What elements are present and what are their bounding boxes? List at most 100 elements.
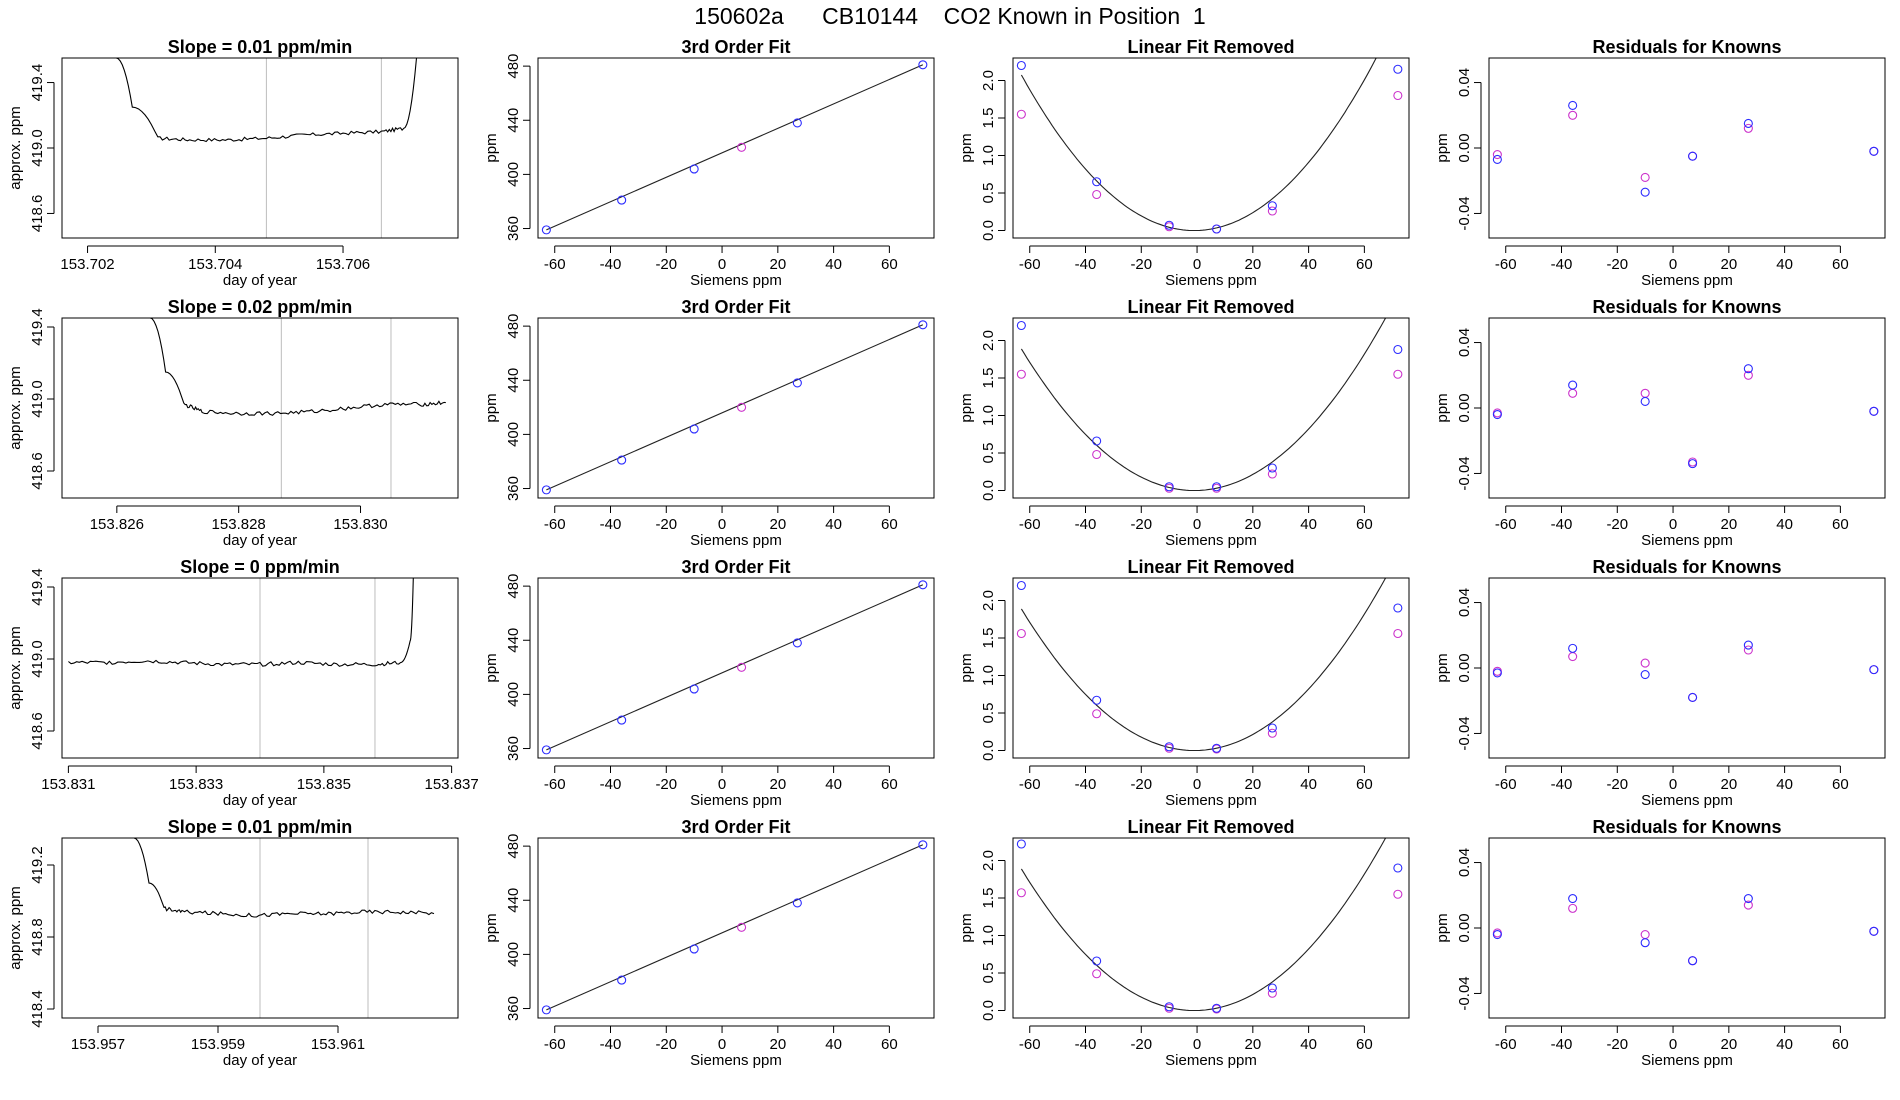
x-tick-label: 20 (1720, 516, 1737, 533)
y-tick-label: 480 (505, 834, 522, 859)
x-tick-label: 0 (1193, 256, 1201, 273)
data-point (918, 840, 928, 850)
data-point-secondary (1393, 369, 1403, 379)
data-point-secondary (1016, 628, 1026, 639)
data-point-secondary (1640, 172, 1650, 183)
panel-frame (61, 317, 459, 499)
y-axis-label: ppm (483, 133, 500, 162)
data-point (1743, 118, 1753, 129)
y-tick-label: 419.4 (29, 308, 46, 346)
data-point (792, 638, 802, 648)
x-tick-label: -20 (655, 1036, 677, 1053)
y-axis-label: ppm (1434, 913, 1451, 942)
panel-title: Linear Fit Removed (1127, 817, 1294, 837)
x-tick-label: 20 (1244, 256, 1261, 273)
x-tick-label: -40 (1551, 1036, 1573, 1053)
x-tick-label: 0 (1669, 776, 1677, 793)
panel-frame (61, 57, 459, 239)
x-tick-label: 40 (825, 1036, 842, 1053)
data-point (1640, 396, 1650, 407)
x-tick-label: -20 (1606, 1036, 1628, 1053)
x-tick-label: 0 (1669, 256, 1677, 273)
panel-frame (1488, 837, 1886, 1019)
x-tick-label: 153.704 (188, 256, 242, 273)
data-point-secondary (1267, 206, 1277, 216)
y-axis-label: ppm (483, 653, 500, 682)
data-point (1092, 177, 1102, 187)
data-point (1393, 64, 1403, 74)
x-tick-label: 0 (718, 256, 726, 273)
data-point (617, 715, 627, 725)
x-tick-label: -40 (1075, 516, 1097, 533)
x-tick-label: 20 (1244, 776, 1261, 793)
panel-frame (1488, 57, 1886, 239)
panel-title: 3rd Order Fit (681, 37, 790, 57)
data-point-secondary (1743, 900, 1753, 910)
x-tick-label: -20 (1606, 256, 1628, 273)
plot-area (1492, 364, 1879, 469)
x-axis-label: Siemens ppm (1165, 272, 1257, 289)
y-axis-label: ppm (1434, 653, 1451, 682)
data-point (1016, 580, 1026, 591)
x-tick-label: 0 (1193, 1036, 1201, 1053)
x-tick-label: 153.702 (60, 256, 114, 273)
data-point (1267, 723, 1277, 733)
y-tick-label: 0.00 (1456, 393, 1473, 422)
figure-title: 150602a CB10144 CO2 Known in Position 1 (694, 3, 1206, 29)
data-point (1568, 100, 1578, 111)
panel-1-1: Slope = 0.01 ppm/min 153.702 153.704 153.70… (7, 37, 459, 289)
y-tick-label: 400 (505, 162, 522, 187)
x-tick-label: -20 (1606, 776, 1628, 793)
y-tick-label: 0.04 (1456, 848, 1473, 877)
x-tick-label: 20 (769, 776, 786, 793)
data-point-secondary (1640, 658, 1650, 668)
data-point (1393, 863, 1403, 873)
y-tick-label: 0.04 (1456, 68, 1473, 97)
data-point-secondary (1092, 449, 1102, 460)
data-point (617, 195, 627, 205)
panel-title: Residuals for Knowns (1592, 297, 1781, 317)
x-tick-label: 60 (1832, 516, 1849, 533)
x-tick-label: -40 (1075, 256, 1097, 273)
x-tick-label: 153.837 (424, 776, 478, 793)
x-tick-label: 20 (769, 256, 786, 273)
plot-area (1492, 893, 1879, 966)
x-tick-label: -40 (1551, 256, 1573, 273)
data-point-secondary (1267, 728, 1277, 738)
data-point (617, 455, 627, 465)
x-tick-label: -20 (1130, 776, 1152, 793)
x-tick-label: -60 (1019, 516, 1041, 533)
panel-title: Slope = 0.02 ppm/min (168, 297, 353, 317)
panel-4-3: Linear Fit Removed -60 -40 -20 0 20 40 60 Siemen… (958, 817, 1410, 1069)
x-tick-label: 0 (1193, 776, 1201, 793)
panel-title: 3rd Order Fit (681, 297, 790, 317)
fit-line (546, 584, 924, 751)
x-tick-label: -60 (1495, 1036, 1517, 1053)
plot-area (1016, 578, 1403, 754)
y-tick-label: 0.00 (1456, 653, 1473, 682)
y-axis-label: ppm (483, 393, 500, 422)
y-axis-label: approx. ppm (7, 106, 24, 189)
y-tick-label: 400 (505, 942, 522, 967)
plot-area (541, 60, 928, 235)
x-tick-label: -60 (1019, 256, 1041, 273)
y-axis-label: ppm (1434, 393, 1451, 422)
data-point (1016, 839, 1026, 849)
plot-area (133, 838, 435, 1018)
data-point (689, 684, 699, 694)
panel-1-3: Linear Fit Removed -60 -40 -20 0 20 40 60 Siemen… (958, 37, 1410, 289)
x-tick-label: 60 (881, 256, 898, 273)
panel-3-1: Slope = 0 ppm/min 153.831 153.833 153.835 15… (7, 557, 479, 809)
panel-title: Slope = 0 ppm/min (180, 557, 340, 577)
y-tick-label: 2.0 (980, 330, 997, 351)
data-point (1212, 482, 1222, 492)
panel-title: Linear Fit Removed (1127, 297, 1294, 317)
data-point (1212, 1003, 1222, 1013)
panel-title: Residuals for Knowns (1592, 817, 1781, 837)
x-axis-label: Siemens ppm (690, 792, 782, 809)
x-tick-label: 153.828 (212, 516, 266, 533)
x-tick-label: -20 (1130, 516, 1152, 533)
x-tick-label: 153.957 (71, 1036, 125, 1053)
x-tick-label: 153.959 (191, 1036, 245, 1053)
